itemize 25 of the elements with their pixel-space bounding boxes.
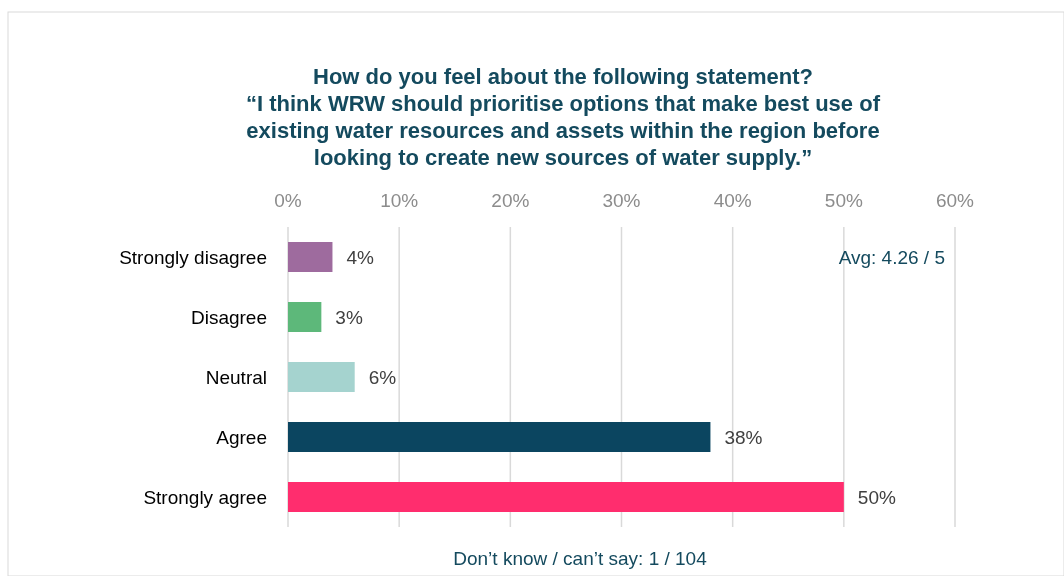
bar bbox=[288, 242, 333, 272]
data-label: 4% bbox=[346, 246, 375, 268]
data-label: 38% bbox=[724, 426, 763, 448]
y-tick-label: Disagree bbox=[190, 306, 267, 328]
x-tick-label: 0% bbox=[274, 190, 302, 211]
bar bbox=[288, 422, 711, 452]
text: Don’t know / can’t say: 1 / 104 bbox=[453, 547, 708, 569]
chart-title: How do you feel about the following statement? “I think WRW should prioritise options that make best use of existing water resources and assets within the region before looking to create new sources of water supply.” bbox=[246, 64, 881, 170]
y-tick-label: Agree bbox=[216, 426, 267, 448]
annotation: Avg: 4.26 / 5 bbox=[838, 246, 945, 268]
x-tick-label: 50% bbox=[824, 190, 863, 211]
bar bbox=[288, 362, 355, 392]
y-tick-label: Neutral bbox=[205, 366, 267, 388]
x-tick-label: 20% bbox=[491, 190, 530, 211]
x-tick-label: 40% bbox=[713, 190, 752, 211]
x-tick-label: 60% bbox=[935, 190, 975, 211]
data-label: 3% bbox=[335, 306, 363, 328]
y-tick-label: Strongly disagree bbox=[119, 246, 267, 268]
data-label: 6% bbox=[368, 366, 397, 388]
bar bbox=[288, 302, 322, 332]
x-tick-label: 30% bbox=[602, 190, 641, 211]
data-label: 50% bbox=[857, 486, 896, 508]
y-tick-label: Strongly agree bbox=[143, 486, 267, 508]
bar bbox=[288, 482, 844, 512]
x-tick-label: 10% bbox=[380, 190, 419, 211]
